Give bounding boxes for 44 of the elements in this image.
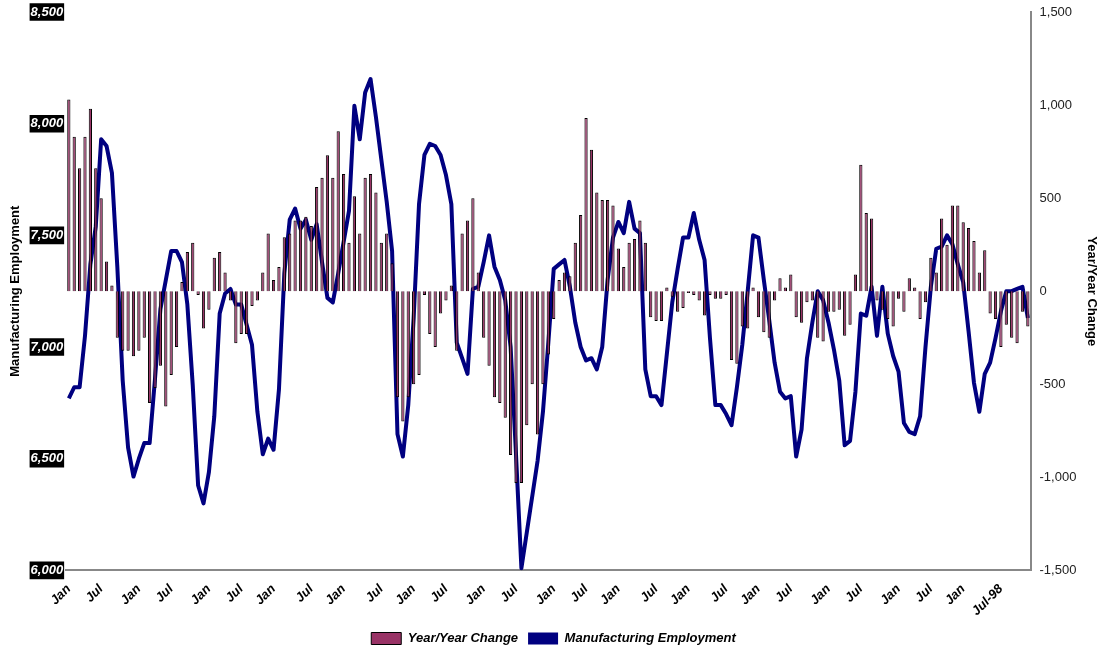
x-tick-label: Jan xyxy=(47,580,74,608)
x-tick-label: Jul xyxy=(636,580,662,605)
x-tick-label: Jan xyxy=(251,580,279,608)
y-tick-label: 6,500 xyxy=(30,450,64,466)
y2-tick-label: 500 xyxy=(1039,189,1062,205)
x-tick-label: Jul xyxy=(496,580,521,605)
x-tick-label: Jan xyxy=(941,580,968,608)
y-axis-title: Manufacturing Employment xyxy=(7,204,23,377)
x-tick-label: Jul xyxy=(771,580,796,605)
y2-tick-label: -1,000 xyxy=(1039,468,1077,484)
y-tick-label: 7,000 xyxy=(30,338,64,354)
y2-tick-label: 1,500 xyxy=(1039,3,1073,19)
x-tick-label: Jan xyxy=(321,580,349,608)
x-tick-label: Jul xyxy=(566,580,591,605)
y2-tick-label: 0 xyxy=(1039,282,1047,298)
y2-tick-label: 1,000 xyxy=(1039,96,1073,112)
y-tick-label: 8,000 xyxy=(30,115,64,131)
x-tick-label: Jul xyxy=(221,580,247,605)
x-tick-label: Jan xyxy=(391,580,419,608)
y-tick-label: 7,500 xyxy=(30,226,64,242)
x-tick-label: Jan xyxy=(876,580,904,608)
x-tick-label: Jan xyxy=(666,580,694,608)
x-tick-label: Jan xyxy=(806,580,834,608)
x-tick-label: Jul xyxy=(911,580,936,605)
legend-label: Manufacturing Employment xyxy=(564,630,737,646)
x-tick-label: Jul xyxy=(292,580,317,605)
x-tick-label: Jul xyxy=(81,580,107,605)
x-tick-label: Jan xyxy=(187,580,214,608)
y2-tick-label: -500 xyxy=(1039,375,1066,391)
x-tick-label: Jul xyxy=(841,580,866,605)
x-tick-label: Jul xyxy=(426,580,451,605)
y2-tick-label: -1,500 xyxy=(1039,561,1077,577)
x-tick-label: Jan xyxy=(117,580,144,608)
y2-axis-title: Year/Year Change xyxy=(1084,236,1100,347)
x-tick-label: Jan xyxy=(736,580,764,608)
legend-label: Year/Year Change xyxy=(407,630,519,646)
x-tick-label: Jul xyxy=(151,580,177,605)
y-tick-label: 8,500 xyxy=(30,3,64,19)
x-tick-label: Jul xyxy=(706,580,732,605)
x-tick-label: Jan xyxy=(531,580,559,608)
x-tick-label: Jul xyxy=(362,580,387,605)
x-tick-label: Jan xyxy=(596,580,624,608)
y-tick-label: 6,000 xyxy=(30,561,64,577)
x-tick-label: Jan xyxy=(461,580,489,608)
